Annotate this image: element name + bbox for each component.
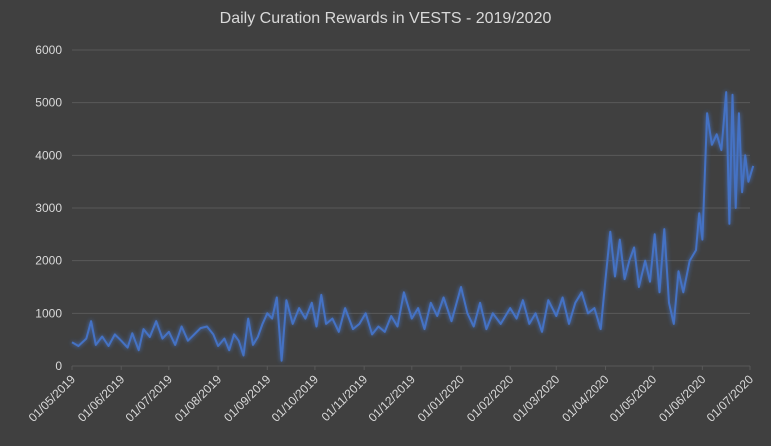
x-tick-label: 01/08/2019: [172, 372, 225, 425]
x-tick-label: 01/06/2020: [656, 372, 709, 425]
chart-title: Daily Curation Rewards in VESTS - 2019/2…: [219, 10, 552, 27]
x-tick-label: 01/05/2019: [26, 372, 79, 425]
x-tick-label: 01/04/2020: [559, 372, 612, 425]
y-tick-label: 0: [55, 359, 62, 373]
x-tick-label: 01/01/2020: [415, 372, 468, 425]
y-tick-label: 2000: [35, 254, 62, 268]
x-tick-label: 01/02/2020: [464, 372, 517, 425]
series-line: [71, 91, 755, 362]
x-tick-label: 01/03/2020: [510, 372, 563, 425]
y-tick-label: 1000: [35, 306, 62, 320]
y-tick-label: 4000: [35, 148, 62, 162]
y-tick-label: 6000: [35, 43, 62, 57]
y-tick-label: 5000: [35, 96, 62, 110]
y-tick-label: 3000: [35, 201, 62, 215]
x-tick-label: 01/07/2019: [123, 372, 176, 425]
x-tick-label: 01/05/2020: [607, 372, 660, 425]
x-tick-label: 01/07/2020: [704, 372, 757, 425]
x-tick-label: 01/06/2019: [75, 372, 128, 425]
x-tick-label: 01/09/2019: [221, 372, 274, 425]
x-tick-label: 01/12/2019: [366, 372, 419, 425]
x-tick-label: 01/11/2019: [319, 372, 371, 424]
x-tick-label: 01/10/2019: [269, 372, 322, 425]
